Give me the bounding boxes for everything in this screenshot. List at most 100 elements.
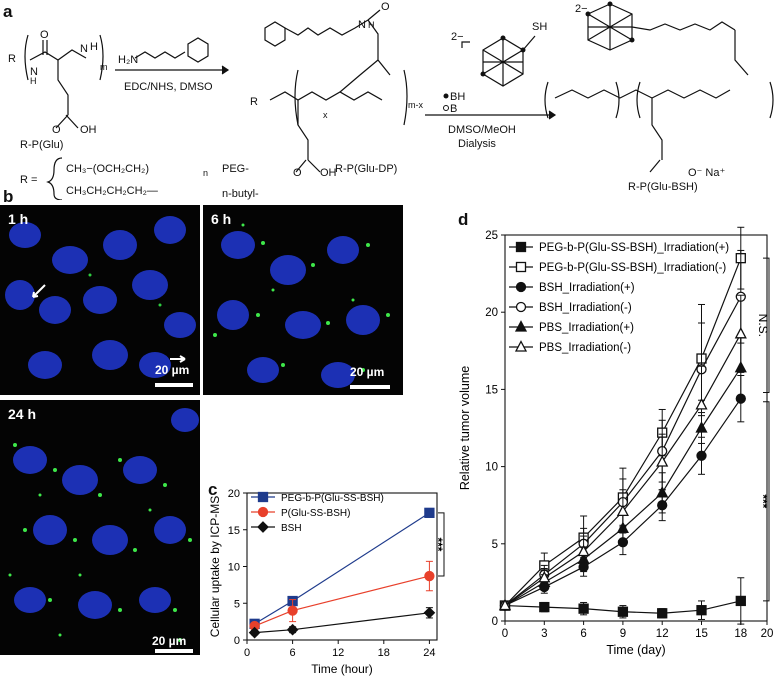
data-point <box>424 507 435 518</box>
svg-text:R: R <box>8 53 16 65</box>
scale-label-24h: 20 µm <box>152 634 187 648</box>
legend-marker <box>515 241 527 253</box>
legend-marker <box>257 521 269 533</box>
data-point <box>287 605 298 616</box>
data-point <box>538 570 551 583</box>
y-tick-label: 20 <box>228 488 240 500</box>
panel-c-letter: c <box>208 480 218 499</box>
r-equals: R = <box>20 174 37 186</box>
cell-nuclei-1h <box>5 216 196 379</box>
reagent-2-conditions-1: DMSO/MeOH <box>448 124 516 136</box>
svg-text:N: N <box>358 19 366 31</box>
legend-entry: BSH_Irradiation(-) <box>539 302 632 314</box>
reagent-2-conditions-2: Dialysis <box>458 138 496 150</box>
x-tick-label: 24 <box>423 647 435 659</box>
data-point <box>657 608 668 619</box>
legend-entry: P(Glu-SS-BSH) <box>281 508 350 519</box>
product-charge: 2− <box>575 3 588 15</box>
legend-marker <box>257 506 269 518</box>
product-ona: O⁻ Na⁺ <box>688 167 725 179</box>
x-tick-label: 12 <box>656 628 669 640</box>
y-tick-label: 25 <box>485 230 498 242</box>
svg-text:m-x: m-x <box>408 100 423 110</box>
scale-bar-24h <box>155 649 193 653</box>
r-group-peg-name: PEG- <box>222 163 249 175</box>
svg-text:O: O <box>381 1 390 13</box>
cell-nuclei-6h <box>213 223 390 388</box>
cluster-charge: 2− <box>451 31 464 43</box>
y-tick-label: 15 <box>485 384 498 396</box>
x-tick-label: 0 <box>244 647 250 659</box>
panel-a-letter: a <box>3 2 13 21</box>
y-tick-label: 15 <box>228 525 240 537</box>
y-axis-label: Relative tumor volume <box>458 366 472 490</box>
data-point <box>734 326 747 339</box>
cluster-sh: SH <box>532 21 547 33</box>
data-point <box>617 606 629 617</box>
y-tick-label: 5 <box>492 539 498 551</box>
legend-marker <box>257 491 269 503</box>
x-axis-label: Time (day) <box>606 643 665 657</box>
data-point <box>286 623 299 636</box>
legend-marker <box>514 320 528 332</box>
data-point <box>423 606 436 619</box>
y-tick-label: 10 <box>228 562 240 574</box>
data-point <box>578 603 589 614</box>
r-group-peg: CH₃−(OCH₂CH₂) <box>66 163 149 175</box>
svg-text:H: H <box>30 76 37 86</box>
y-tick-label: 5 <box>234 598 240 610</box>
x-tick-label: 18 <box>378 647 390 659</box>
reactant-label: R-P(Glu) <box>20 139 63 151</box>
x-tick-label: 20 <box>761 628 774 640</box>
data-point <box>539 601 550 613</box>
data-point <box>695 397 708 410</box>
legend-marker <box>515 281 527 293</box>
svg-text:N: N <box>30 66 38 78</box>
y-tick-label: 20 <box>485 307 498 319</box>
cell-nuclei-24h <box>8 408 199 642</box>
data-point <box>735 595 746 607</box>
plot-frame <box>504 234 768 622</box>
ns-bracket <box>763 257 770 393</box>
legend-entry: PEG-b-P(Glu-SS-BSH)_Irradiation(-) <box>539 262 726 274</box>
r-group-butyl: CH₃CH₂CH₂CH₂— <box>66 185 158 197</box>
x-axis-label: Time (hour) <box>311 662 373 676</box>
significance-bracket <box>438 512 445 577</box>
y-axis-label: Cellular uptake by ICP-MS <box>208 496 222 637</box>
data-point <box>577 544 590 557</box>
legend-entry: PEG-b-P(Glu-SS-BSH) <box>281 493 384 504</box>
legend-entry: PBS_Irradiation(+) <box>539 322 634 334</box>
data-point <box>248 626 261 639</box>
scale-label-6h: 20 µm <box>350 365 385 379</box>
data-point <box>424 570 435 582</box>
significance-label: *** <box>431 537 445 551</box>
svg-text:R: R <box>250 96 258 108</box>
intermediate-label: R-P(Glu-DP) <box>335 163 397 175</box>
panel-b-letter: b <box>3 187 14 206</box>
y-tick-label: 10 <box>485 462 498 474</box>
scale-bar-6h <box>350 385 390 389</box>
x-tick-label: 6 <box>290 647 296 659</box>
svg-text:O: O <box>293 167 302 179</box>
series-line-1 <box>254 575 430 627</box>
legend-entry: PBS_Irradiation(-) <box>539 342 631 354</box>
ns-label: N.S. <box>756 314 770 337</box>
chart-tumor-volume: 0 3 6 9 12 15 18 20 0 5 10 15 20 25 Time (day) Relative… <box>458 226 774 657</box>
svg-text:OH: OH <box>320 167 337 179</box>
panel-d-letter: d <box>458 210 469 229</box>
legend-entry: BSH <box>281 523 302 534</box>
x-tick-label: 15 <box>695 628 708 640</box>
svg-text:N: N <box>80 43 88 55</box>
x-tick-label: 9 <box>620 628 626 640</box>
svg-text:x: x <box>323 110 328 120</box>
micrograph-6h: 6 h 20 µm <box>203 205 403 395</box>
chart-cellular-uptake: 0 6 12 18 24 0 5 10 15 20 Time (hour) Cellular upta… <box>208 488 445 676</box>
svg-text:O: O <box>52 124 61 136</box>
reagent-amine-text: H₂N <box>118 54 138 66</box>
y-tick-label: 0 <box>492 616 498 628</box>
data-point <box>498 598 512 611</box>
x-tick-label: 0 <box>502 628 508 640</box>
significance-bracket <box>763 401 770 602</box>
micrograph-time-6h: 6 h <box>211 211 232 227</box>
x-tick-label: 3 <box>541 628 547 640</box>
